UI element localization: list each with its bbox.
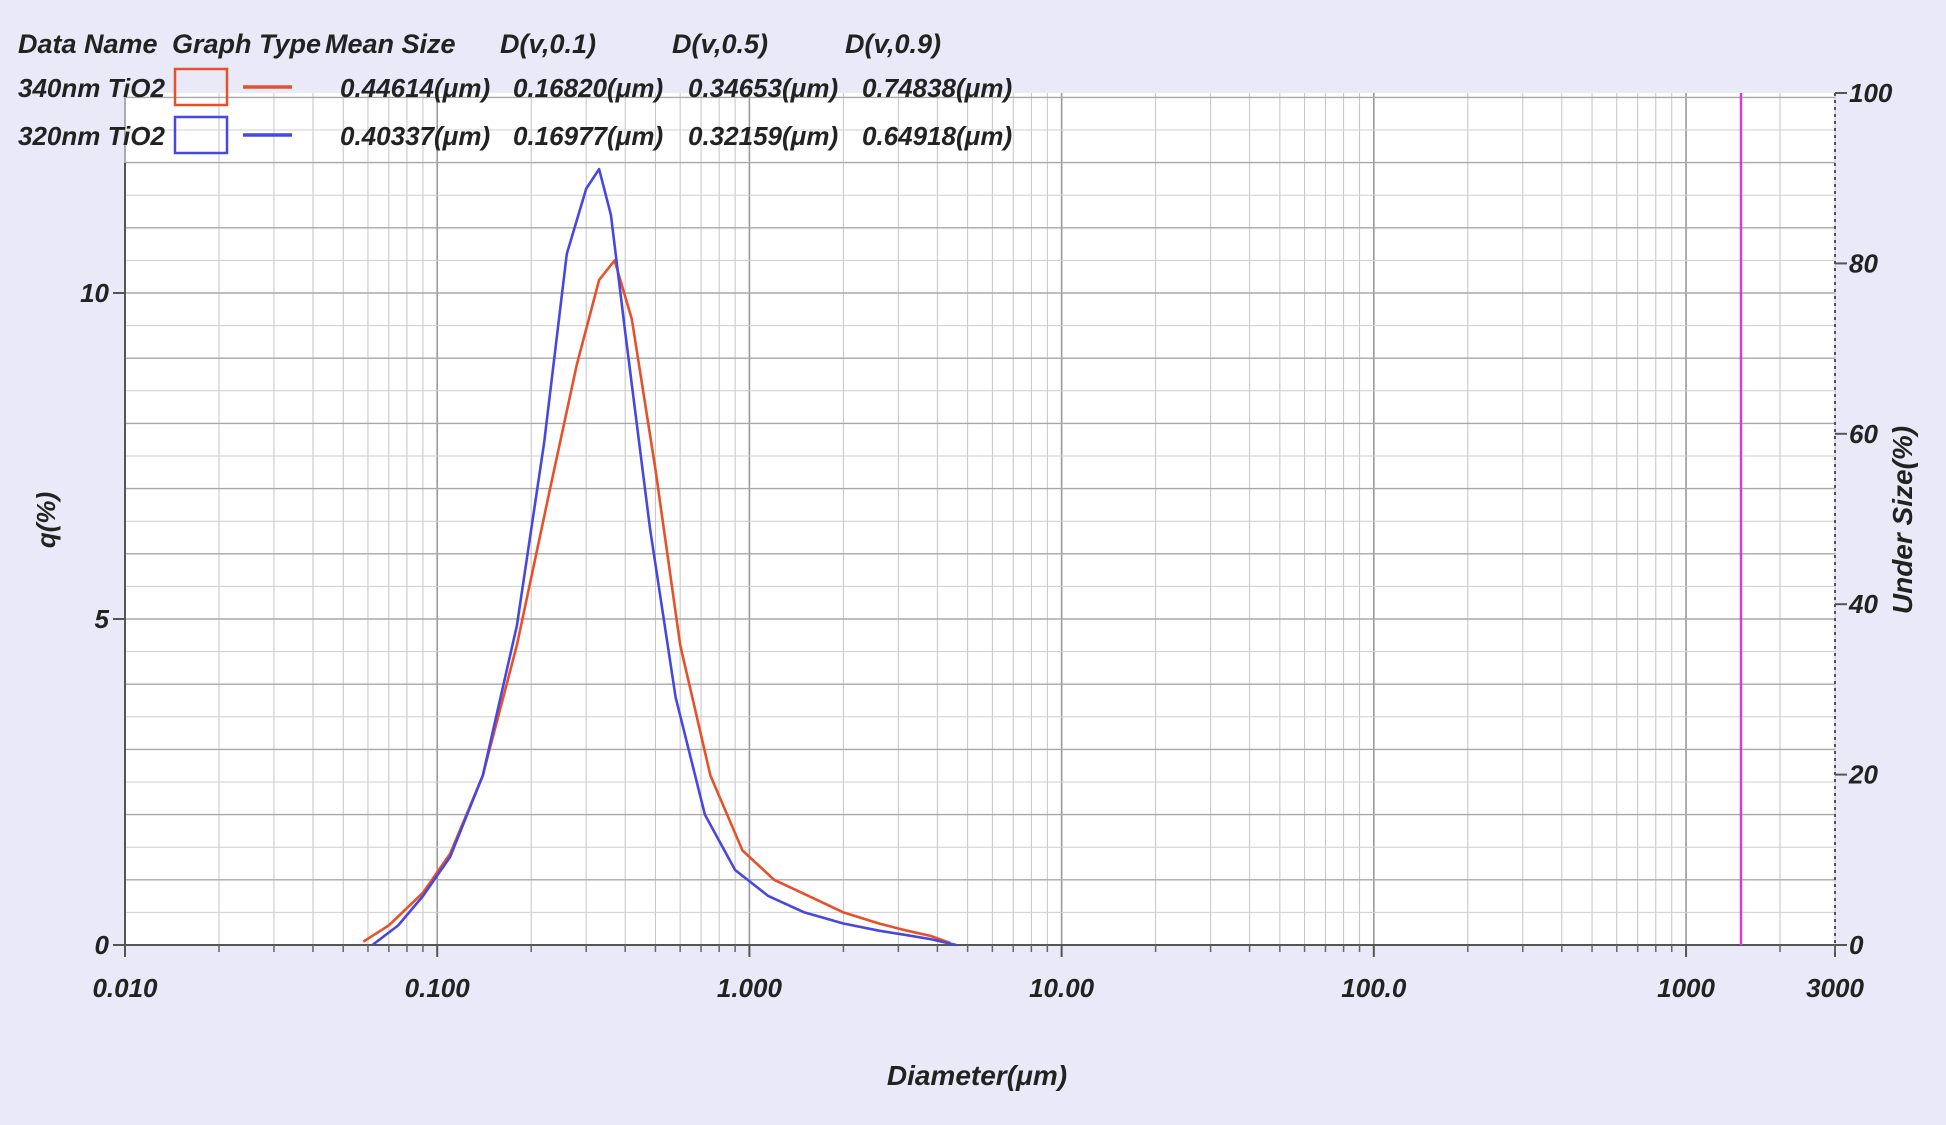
- x-tick-label: 100.0: [1341, 973, 1407, 1003]
- y-right-tick-label: 0: [1849, 930, 1864, 960]
- x-tick-label: 1000: [1657, 973, 1715, 1003]
- y-left-tick-label: 0: [95, 930, 110, 960]
- legend-d10: 0.16820(μm): [513, 73, 663, 103]
- grid: [124, 93, 1836, 946]
- legend-header: Data Name: [18, 29, 158, 59]
- y-right-tick-label: 100: [1849, 78, 1893, 108]
- legend-d50: 0.32159(μm): [688, 121, 838, 151]
- x-tick-label: 10.00: [1029, 973, 1095, 1003]
- x-tick-label: 0.100: [405, 973, 471, 1003]
- plot-area: [125, 93, 1835, 945]
- legend-d50: 0.34653(μm): [688, 73, 838, 103]
- y-axis-right-label: Under Size(%): [1887, 426, 1918, 614]
- legend-table: Data Name Graph Type Mean Size D(v,0.1) D(v,…: [18, 29, 1012, 155]
- legend-name: 320nm TiO2: [18, 121, 165, 151]
- legend-header: D(v,0.1): [500, 29, 596, 59]
- legend-swatch-box: [173, 115, 229, 155]
- axes: 0.010 0.100 1.000 10.00 100.0 1000 30000510020…: [80, 78, 1893, 1003]
- legend-d90: 0.74838(μm): [862, 73, 1012, 103]
- legend-header: D(v,0.5): [672, 29, 768, 59]
- y-right-tick-label: 60: [1849, 419, 1878, 449]
- x-tick-label: 3000: [1806, 973, 1864, 1003]
- y-left-tick-label: 10: [80, 278, 109, 308]
- legend-d10: 0.16977(μm): [513, 121, 663, 151]
- legend-mean: 0.44614(μm): [340, 73, 490, 103]
- series: [362, 93, 1743, 947]
- series-line-2: [371, 167, 957, 947]
- y-right-tick-label: 80: [1849, 248, 1878, 278]
- y-right-tick-label: 40: [1848, 589, 1878, 619]
- legend-name: 340nm TiO2: [18, 73, 165, 103]
- y-left-tick-label: 5: [95, 604, 110, 634]
- legend-header: Graph Type: [172, 29, 321, 59]
- x-axis-label: Diameter(μm): [887, 1060, 1067, 1091]
- legend-mean: 0.40337(μm): [340, 121, 490, 151]
- x-tick-label: 0.010: [92, 973, 158, 1003]
- y-axis-left-label: q(%): [31, 492, 61, 548]
- legend-header: D(v,0.9): [845, 29, 941, 59]
- legend-d90: 0.64918(μm): [862, 121, 1012, 151]
- legend-header: Mean Size: [325, 29, 456, 59]
- legend-swatch-box: [173, 67, 229, 107]
- x-tick-label: 1.000: [717, 973, 783, 1003]
- y-right-tick-label: 20: [1848, 760, 1878, 790]
